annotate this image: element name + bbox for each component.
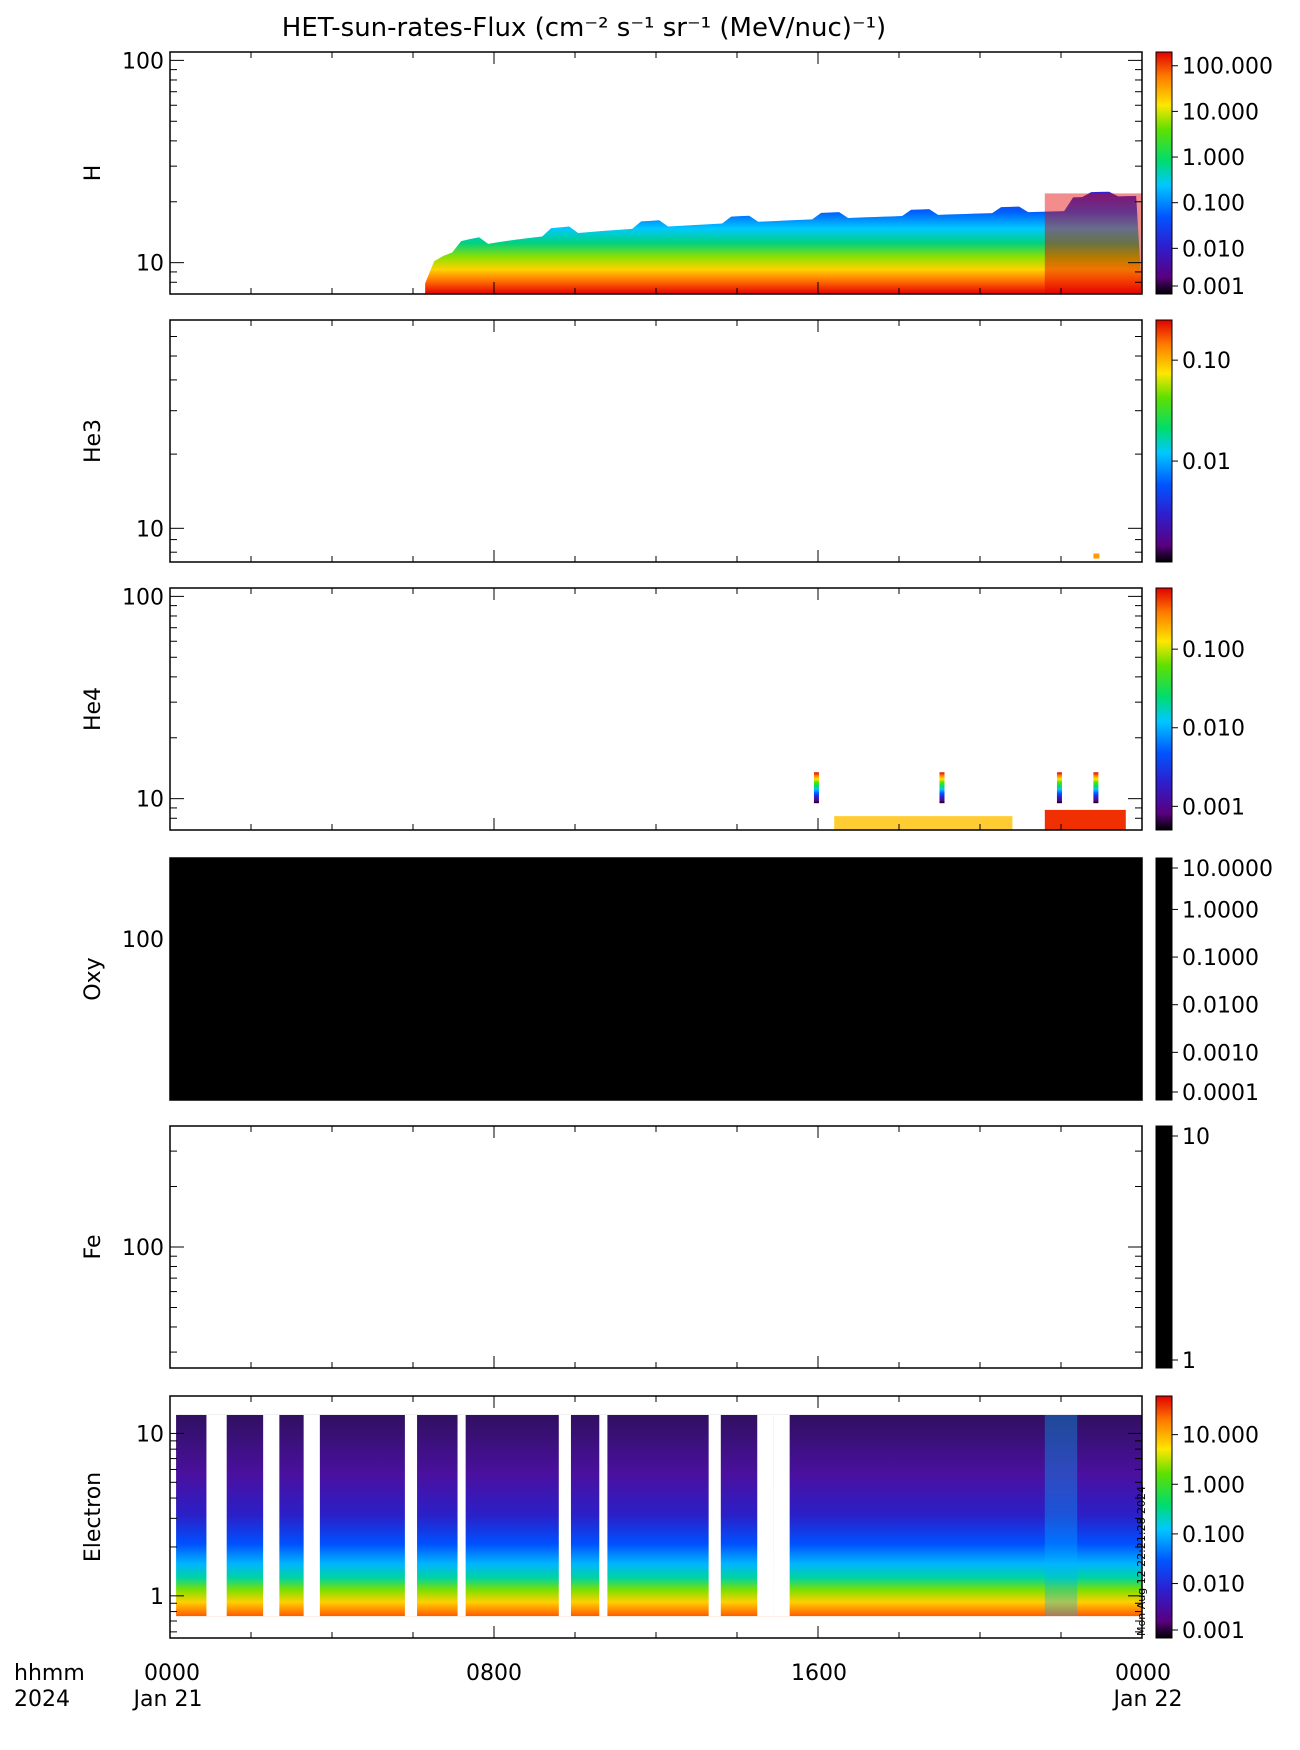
he4-flux-spike (939, 772, 945, 804)
x-tick-3-date: Jan 22 (1112, 1687, 1183, 1712)
timestamp: Mon Aug 12 22:21:28 2024 (1135, 1486, 1148, 1636)
y-axis-label: Fe (81, 1235, 106, 1260)
y-tick-label: 10 (136, 252, 164, 277)
colorbar-tick-label: 0.010 (1182, 717, 1245, 742)
electron-data-gap (773, 1414, 790, 1617)
x-format-label: hhmm (14, 1661, 85, 1686)
y-tick-label: 100 (122, 49, 164, 74)
colorbar-tick-label: 10.0000 (1182, 857, 1273, 882)
colorbar-tick-label: 0.001 (1182, 275, 1245, 300)
electron-data-gap (757, 1414, 774, 1617)
figure-title: HET-sun-rates-Flux (cm⁻² s⁻¹ sr⁻¹ (MeV/n… (282, 13, 886, 43)
plot-area (170, 1126, 1142, 1368)
colorbar-tick-label: 100.000 (1182, 55, 1273, 80)
he4-flux-high (1044, 809, 1126, 830)
colorbar-tick-label: 0.10 (1182, 349, 1231, 374)
electron-data-gap (457, 1414, 466, 1617)
colorbar (1155, 857, 1173, 1101)
y-axis-label: H (81, 165, 106, 182)
panel-h: 10 100 H 100.000 10.000 1.000 0.100 0.010 0.001 (81, 49, 1273, 300)
electron-data-gap (599, 1414, 608, 1617)
x-tick-2: 1600 (791, 1661, 847, 1686)
colorbar-tick-label: 0.0100 (1182, 994, 1259, 1019)
colorbar-tick-label: 0.010 (1182, 1573, 1245, 1598)
colorbar (1155, 1125, 1173, 1369)
y-axis-label: He3 (81, 419, 106, 463)
x-tick-3: 0000 (1115, 1661, 1171, 1686)
electron-flux-enhancement (1044, 1414, 1078, 1617)
electron-data-gap (303, 1414, 320, 1617)
colorbar (1155, 319, 1173, 563)
colorbar-tick-label: 1.0000 (1182, 898, 1259, 923)
y-tick-label: 10 (136, 517, 164, 542)
colorbar-tick-label: 10 (1182, 1125, 1210, 1150)
colorbar-tick-label: 1.000 (1182, 146, 1245, 171)
y-tick-label: 100 (122, 928, 164, 953)
colorbar-tick-label: 0.1000 (1182, 946, 1259, 971)
he4-flux-spike (1093, 772, 1099, 804)
panel-electron: 1 10 Electron 10.000 1.000 0.100 0.010 0.001 (81, 1395, 1259, 1644)
x-year-label: 2024 (14, 1687, 70, 1712)
panel-fe: 100 Fe 10 1 (81, 1125, 1210, 1374)
he4-flux-spike (813, 772, 819, 804)
colorbar (1155, 587, 1173, 831)
colorbar-tick-label: 1.000 (1182, 1473, 1245, 1498)
y-tick-label: 100 (122, 1236, 164, 1261)
electron-data-gap (708, 1414, 721, 1617)
electron-data-gap (404, 1414, 418, 1617)
colorbar-tick-label: 0.100 (1182, 638, 1245, 663)
he4-flux-spike (1056, 772, 1062, 804)
colorbar-tick-label: 0.010 (1182, 237, 1245, 262)
y-axis-label: Oxy (81, 957, 106, 1000)
plot-area (170, 320, 1142, 562)
electron-flux-band (176, 1414, 1142, 1617)
y-tick-label: 10 (136, 1422, 164, 1447)
he4-flux-low (834, 816, 1013, 830)
colorbar-tick-label: 0.0001 (1182, 1081, 1259, 1106)
plot-area (170, 588, 1142, 830)
h-flux-band (425, 191, 1142, 294)
colorbar-tick-label: 10.000 (1182, 1424, 1259, 1449)
colorbar (1155, 51, 1173, 295)
colorbar-tick-label: 0.001 (1182, 1619, 1245, 1644)
y-tick-label: 10 (136, 788, 164, 813)
colorbar-tick-label: 0.01 (1182, 450, 1231, 475)
colorbar-tick-label: 0.100 (1182, 1523, 1245, 1548)
time-axis: hhmm 2024 0000 Jan 21 0800 1600 0000 Jan… (14, 1661, 1182, 1712)
colorbar-tick-label: 0.0010 (1182, 1041, 1259, 1066)
colorbar-tick-label: 10.000 (1182, 100, 1259, 125)
x-tick-0: 0000 (144, 1661, 200, 1686)
y-tick-label: 100 (122, 585, 164, 610)
x-tick-1: 0800 (466, 1661, 522, 1686)
electron-data-gap (263, 1414, 280, 1617)
plot-area (170, 858, 1142, 1100)
y-tick-label: 1 (150, 1585, 164, 1610)
electron-data-gap (206, 1414, 227, 1617)
y-axis-label: He4 (81, 687, 106, 731)
colorbar-tick-label: 0.100 (1182, 192, 1245, 217)
colorbar-tick-label: 0.001 (1182, 795, 1245, 820)
he3-flux-point (1093, 553, 1100, 559)
panel-oxy: 100 Oxy 10.0000 1.0000 0.1000 0.0100 0.0010 0.0… (81, 857, 1273, 1106)
h-flux-enhancement (1044, 193, 1142, 294)
colorbar-tick-label: 1 (1182, 1349, 1196, 1374)
panel-he4: 10 100 He4 0.100 0.010 0.001 (81, 585, 1245, 831)
panel-he3: 10 He3 0.10 0.01 (81, 319, 1231, 563)
y-axis-label: Electron (81, 1472, 106, 1562)
colorbar (1155, 1395, 1173, 1639)
x-tick-0-date: Jan 21 (132, 1687, 203, 1712)
electron-data-gap (558, 1414, 571, 1617)
